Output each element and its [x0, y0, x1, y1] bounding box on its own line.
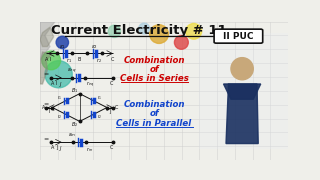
Text: $r_m$: $r_m$ [86, 145, 93, 154]
Polygon shape [40, 22, 55, 60]
Text: $I_1$: $I_1$ [97, 94, 102, 102]
Text: I: I [48, 109, 50, 114]
Text: A: A [51, 81, 55, 86]
Ellipse shape [42, 51, 60, 70]
Text: Combination: Combination [123, 56, 185, 65]
Text: $I_1$: $I_1$ [57, 94, 62, 102]
Text: of: of [149, 65, 159, 74]
Text: =: = [44, 73, 49, 78]
Text: C: C [111, 57, 114, 62]
Text: $\varepsilon_{eq}$: $\varepsilon_{eq}$ [68, 66, 77, 76]
Text: $J$: $J$ [59, 80, 63, 89]
Text: =: = [44, 103, 49, 107]
Ellipse shape [174, 35, 188, 49]
Text: =: = [44, 137, 49, 142]
Ellipse shape [231, 58, 253, 80]
Text: C: C [110, 145, 113, 150]
Text: $B_1$: $B_1$ [71, 86, 78, 95]
Text: $r_2$: $r_2$ [96, 56, 102, 65]
Text: C: C [110, 81, 113, 86]
Polygon shape [40, 52, 52, 84]
Text: of: of [149, 109, 159, 118]
Text: $\varepsilon_1$: $\varepsilon_1$ [59, 43, 66, 51]
Ellipse shape [150, 25, 168, 43]
Text: $r_1$: $r_1$ [66, 56, 72, 65]
Text: $\varepsilon_m$: $\varepsilon_m$ [68, 132, 76, 140]
Ellipse shape [108, 25, 121, 37]
Text: $J$: $J$ [59, 144, 63, 153]
Text: J: J [56, 145, 57, 150]
Text: A: A [45, 57, 49, 62]
Text: B: B [77, 57, 81, 62]
Ellipse shape [56, 36, 68, 49]
Text: I: I [50, 57, 52, 62]
Polygon shape [40, 27, 54, 47]
Text: J: J [109, 109, 111, 114]
Text: A: A [51, 145, 55, 150]
Text: Current Electricity # 11: Current Electricity # 11 [52, 24, 227, 37]
Text: Combination: Combination [123, 100, 185, 109]
Polygon shape [224, 84, 261, 99]
FancyBboxPatch shape [199, 33, 288, 149]
Ellipse shape [186, 23, 202, 39]
Text: C: C [115, 105, 118, 110]
Ellipse shape [45, 61, 72, 88]
Text: $B_2$: $B_2$ [71, 120, 78, 129]
Text: A: A [42, 105, 45, 110]
Text: $I_2$: $I_2$ [97, 113, 102, 121]
FancyBboxPatch shape [214, 29, 263, 43]
Text: $I_2$: $I_2$ [58, 113, 62, 121]
Text: Cells in Series: Cells in Series [120, 74, 188, 83]
Text: Cells in Parallel: Cells in Parallel [116, 119, 192, 128]
Text: I: I [56, 81, 57, 86]
Text: $\varepsilon_2$: $\varepsilon_2$ [91, 43, 98, 51]
Polygon shape [226, 84, 258, 144]
Text: II PUC: II PUC [223, 32, 254, 41]
Ellipse shape [139, 23, 150, 34]
Text: $r_{eq}$: $r_{eq}$ [85, 80, 94, 90]
